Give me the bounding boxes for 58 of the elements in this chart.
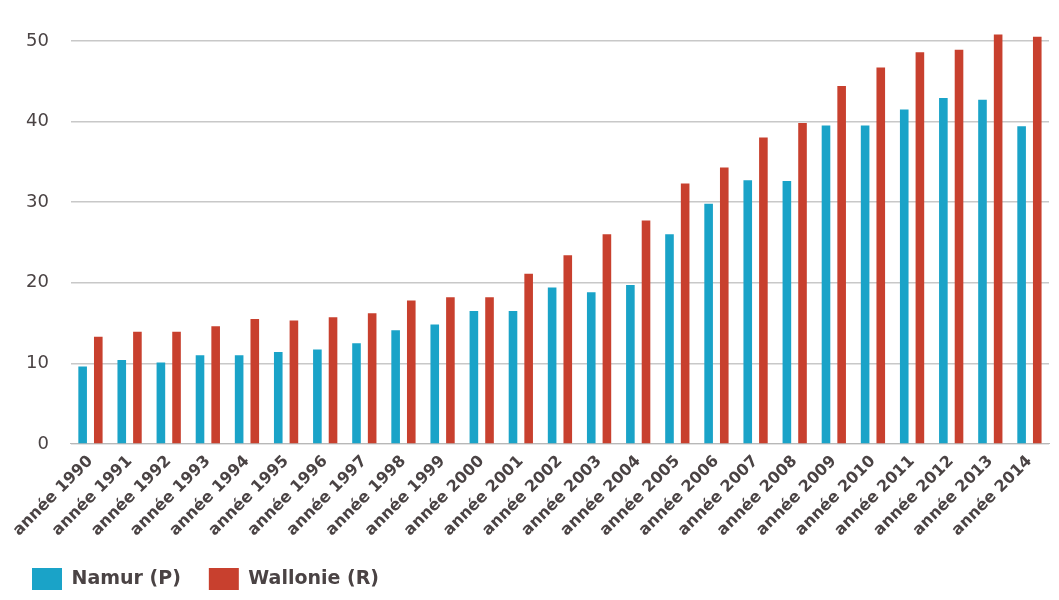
bar xyxy=(547,287,557,444)
y-tick-label: 50 xyxy=(26,28,49,50)
bar xyxy=(704,203,713,444)
bar xyxy=(719,167,729,444)
bar xyxy=(172,331,181,444)
bar xyxy=(156,362,166,444)
y-tick-label: 30 xyxy=(26,189,49,211)
bar xyxy=(837,86,846,444)
bar xyxy=(195,355,205,444)
bar xyxy=(524,273,533,444)
bar xyxy=(665,234,674,444)
bar xyxy=(782,181,792,444)
bar xyxy=(978,99,987,444)
bar xyxy=(367,313,377,444)
bar xyxy=(1017,126,1026,444)
bar xyxy=(563,255,573,444)
bar xyxy=(469,310,479,444)
bar xyxy=(743,180,753,444)
bar xyxy=(798,123,807,444)
y-tick-label: 40 xyxy=(26,109,49,131)
y-tick-label: 10 xyxy=(26,350,49,372)
bar xyxy=(234,355,244,444)
bar xyxy=(391,330,400,444)
bar xyxy=(430,324,440,444)
bar xyxy=(915,52,925,444)
legend-label: Namur (P) xyxy=(71,565,181,588)
bar xyxy=(250,318,260,444)
bar xyxy=(313,349,322,444)
bar xyxy=(446,297,455,444)
bar xyxy=(939,98,948,444)
bar xyxy=(586,292,596,444)
bar xyxy=(680,183,690,444)
y-tick-label: 0 xyxy=(37,431,49,453)
bar xyxy=(485,297,494,444)
bar xyxy=(993,34,1003,444)
bar xyxy=(211,326,220,444)
bar xyxy=(860,125,870,444)
bar xyxy=(508,310,518,444)
bar xyxy=(626,285,635,444)
bar xyxy=(641,220,651,444)
bar xyxy=(273,352,283,444)
bar xyxy=(821,125,831,444)
bar xyxy=(954,49,964,444)
bar xyxy=(352,343,361,444)
bar xyxy=(93,336,103,444)
bar xyxy=(602,234,612,444)
bar xyxy=(289,320,299,444)
bar xyxy=(328,317,338,444)
legend-label: Wallonie (R) xyxy=(248,565,380,588)
bar xyxy=(133,331,142,444)
bar xyxy=(759,137,768,444)
bar xyxy=(899,109,909,444)
bar xyxy=(406,300,416,444)
bar xyxy=(117,360,127,444)
bar xyxy=(1032,36,1042,444)
bar xyxy=(876,67,886,444)
y-tick-label: 20 xyxy=(26,270,49,292)
bar xyxy=(78,366,87,444)
